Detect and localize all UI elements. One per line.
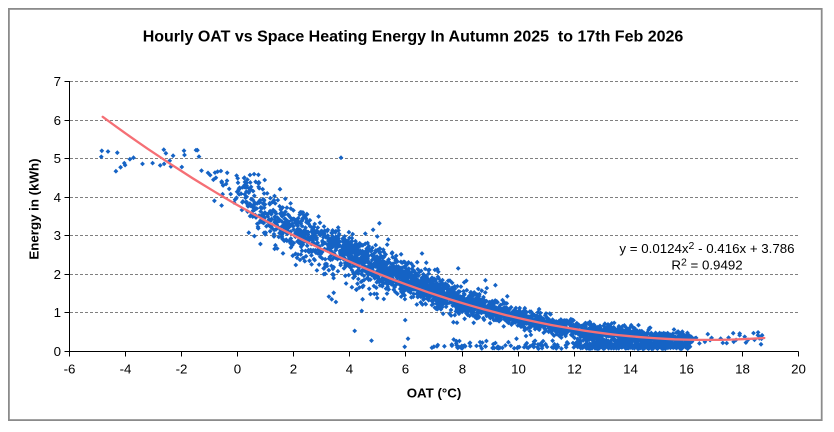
svg-text:-6: -6 xyxy=(64,362,76,377)
svg-text:-4: -4 xyxy=(120,362,132,377)
svg-text:16: 16 xyxy=(679,362,694,377)
svg-text:10: 10 xyxy=(511,362,526,377)
svg-text:1: 1 xyxy=(54,305,61,320)
svg-text:3: 3 xyxy=(54,228,61,243)
svg-text:y = 0.0124x2 - 0.416x + 3.786: y = 0.0124x2 - 0.416x + 3.786 xyxy=(619,240,794,256)
svg-text:12: 12 xyxy=(567,362,582,377)
svg-text:Energy in (kWh): Energy in (kWh) xyxy=(27,158,42,259)
svg-text:-2: -2 xyxy=(176,362,188,377)
svg-text:R2 = 0.9492: R2 = 0.9492 xyxy=(671,257,742,273)
svg-text:7: 7 xyxy=(54,74,61,89)
svg-text:6: 6 xyxy=(54,113,61,128)
svg-text:4: 4 xyxy=(346,362,353,377)
svg-text:4: 4 xyxy=(54,190,61,205)
svg-text:0: 0 xyxy=(234,362,241,377)
svg-text:14: 14 xyxy=(623,362,638,377)
svg-text:8: 8 xyxy=(459,362,466,377)
svg-text:2: 2 xyxy=(290,362,297,377)
svg-text:20: 20 xyxy=(791,362,806,377)
svg-text:5: 5 xyxy=(54,151,61,166)
svg-text:6: 6 xyxy=(402,362,409,377)
svg-text:18: 18 xyxy=(735,362,750,377)
svg-text:2: 2 xyxy=(54,267,61,282)
svg-text:OAT (°C): OAT (°C) xyxy=(407,386,462,401)
svg-text:Hourly OAT vs Space Heating En: Hourly OAT vs Space Heating Energy In Au… xyxy=(143,29,684,46)
svg-text:0: 0 xyxy=(54,344,61,359)
